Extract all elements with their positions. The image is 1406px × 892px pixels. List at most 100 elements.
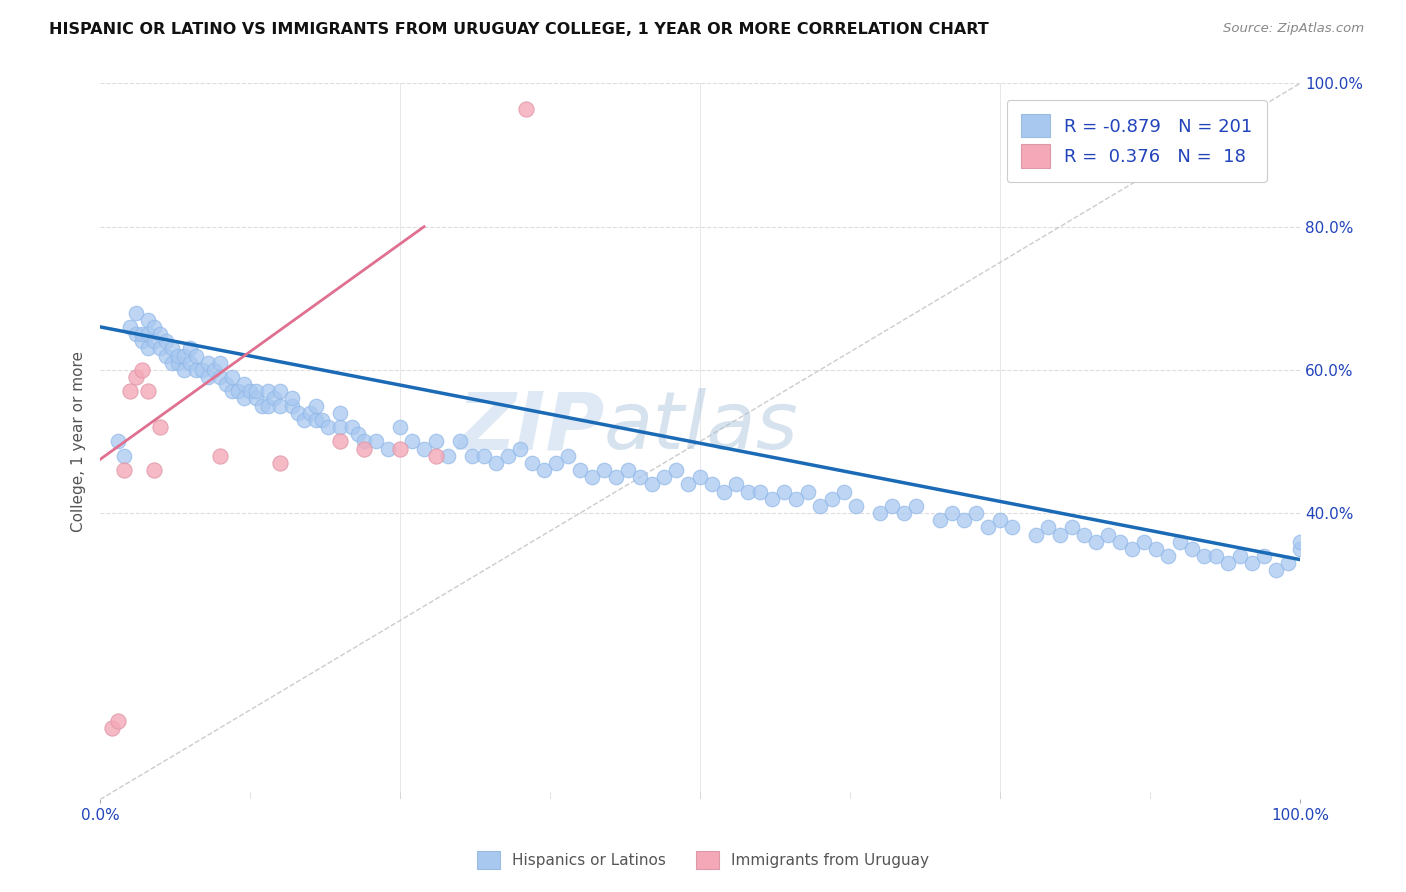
Point: [112, 463, 135, 477]
Point: [665, 463, 688, 477]
Point: [143, 334, 166, 349]
Point: [605, 470, 627, 484]
Point: [449, 434, 471, 449]
Point: [160, 342, 183, 356]
Point: [520, 456, 543, 470]
Legend: R = -0.879   N = 201, R =  0.376   N =  18: R = -0.879 N = 201, R = 0.376 N = 18: [1007, 100, 1267, 182]
Point: [725, 477, 748, 491]
Point: [299, 406, 322, 420]
Point: [929, 513, 952, 527]
Point: [197, 370, 219, 384]
Point: [329, 406, 352, 420]
Point: [581, 470, 603, 484]
Point: [808, 499, 831, 513]
Point: [226, 384, 249, 399]
Point: [179, 356, 201, 370]
Point: [413, 442, 436, 456]
Point: [676, 477, 699, 491]
Point: [305, 399, 328, 413]
Point: [557, 449, 579, 463]
Point: [977, 520, 1000, 534]
Point: [136, 384, 159, 399]
Point: [1025, 527, 1047, 541]
Point: [965, 506, 987, 520]
Point: [389, 442, 412, 456]
Point: [281, 392, 304, 406]
Point: [880, 499, 903, 513]
Text: atlas: atlas: [605, 388, 799, 467]
Point: [641, 477, 664, 491]
Point: [509, 442, 531, 456]
Point: [437, 449, 460, 463]
Point: [131, 363, 153, 377]
Point: [233, 377, 256, 392]
Point: [1001, 520, 1024, 534]
Point: [1049, 527, 1071, 541]
Point: [941, 506, 963, 520]
Point: [136, 342, 159, 356]
Point: [1240, 556, 1263, 570]
Point: [628, 470, 651, 484]
Point: [101, 721, 124, 735]
Point: [845, 499, 868, 513]
Point: [569, 463, 592, 477]
Point: [401, 434, 423, 449]
Point: [155, 349, 177, 363]
Point: [184, 349, 207, 363]
Point: [652, 470, 675, 484]
Point: [461, 449, 484, 463]
Point: [239, 384, 262, 399]
Point: [125, 370, 148, 384]
Point: [988, 513, 1011, 527]
Point: [1097, 527, 1119, 541]
Text: ZIP: ZIP: [457, 388, 605, 467]
Point: [340, 420, 363, 434]
Point: [353, 442, 375, 456]
Point: [329, 434, 352, 449]
Point: [1216, 556, 1239, 570]
Point: [120, 384, 142, 399]
Point: [389, 420, 412, 434]
Point: [316, 420, 339, 434]
Point: [269, 456, 291, 470]
Point: [1277, 556, 1299, 570]
Point: [197, 356, 219, 370]
Point: [179, 342, 201, 356]
Point: [155, 334, 177, 349]
Point: [749, 484, 772, 499]
Point: [173, 349, 195, 363]
Point: [143, 319, 166, 334]
Point: [533, 463, 555, 477]
Point: [263, 392, 285, 406]
Point: [953, 513, 976, 527]
Point: [515, 102, 537, 116]
Point: [617, 463, 640, 477]
Point: [149, 326, 172, 341]
Point: [120, 319, 142, 334]
Point: [209, 370, 232, 384]
Point: [364, 434, 387, 449]
Point: [287, 406, 309, 420]
Point: [191, 363, 214, 377]
Point: [311, 413, 333, 427]
Point: [269, 384, 291, 399]
Point: [485, 456, 508, 470]
Point: [125, 305, 148, 319]
Point: [305, 413, 328, 427]
Point: [1121, 541, 1143, 556]
Point: [905, 499, 928, 513]
Point: [125, 326, 148, 341]
Point: [107, 714, 129, 728]
Point: [472, 449, 495, 463]
Point: [737, 484, 759, 499]
Point: [1192, 549, 1215, 563]
Point: [832, 484, 855, 499]
Point: [593, 463, 616, 477]
Point: [202, 363, 225, 377]
Point: [1205, 549, 1227, 563]
Point: [149, 420, 172, 434]
Point: [1168, 534, 1191, 549]
Point: [167, 349, 190, 363]
Point: [893, 506, 915, 520]
Point: [1060, 520, 1083, 534]
